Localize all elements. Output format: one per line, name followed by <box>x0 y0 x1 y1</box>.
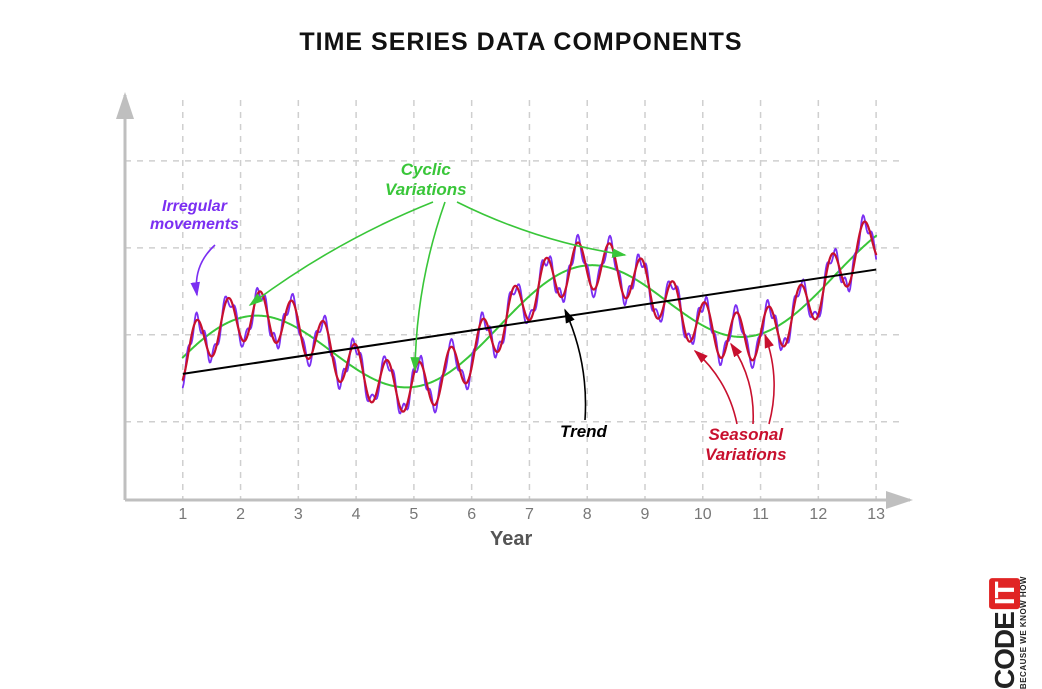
logo-it: IT <box>989 578 1020 609</box>
logo-tagline: BECAUSE WE KNOW HOW <box>1019 576 1028 689</box>
cyclic-annotation: CyclicVariations <box>385 160 467 199</box>
x-tick: 6 <box>467 506 476 524</box>
chart-title: TIME SERIES DATA COMPONENTS <box>0 28 1042 57</box>
x-tick: 2 <box>236 506 245 524</box>
x-tick: 4 <box>352 506 361 524</box>
x-tick: 7 <box>525 506 534 524</box>
x-tick: 5 <box>409 506 418 524</box>
x-tick: 11 <box>752 506 769 524</box>
seasonal-annotation: SeasonalVariations <box>705 425 787 464</box>
x-tick: 8 <box>583 506 592 524</box>
brand-logo: CODEIT BECAUSE WE KNOW HOW <box>989 576 1028 689</box>
x-tick: 13 <box>867 506 885 524</box>
irregular-annotation: Irregularmovements <box>150 198 239 235</box>
x-tick: 3 <box>294 506 303 524</box>
x-tick: 12 <box>809 506 827 524</box>
timeseries-chart <box>95 90 915 530</box>
x-tick: 1 <box>178 506 187 524</box>
x-axis-label: Year <box>490 528 532 551</box>
x-tick: 9 <box>641 506 650 524</box>
x-tick: 10 <box>694 506 712 524</box>
trend-annotation: Trend <box>560 422 607 442</box>
logo-code: CODE <box>989 612 1020 689</box>
